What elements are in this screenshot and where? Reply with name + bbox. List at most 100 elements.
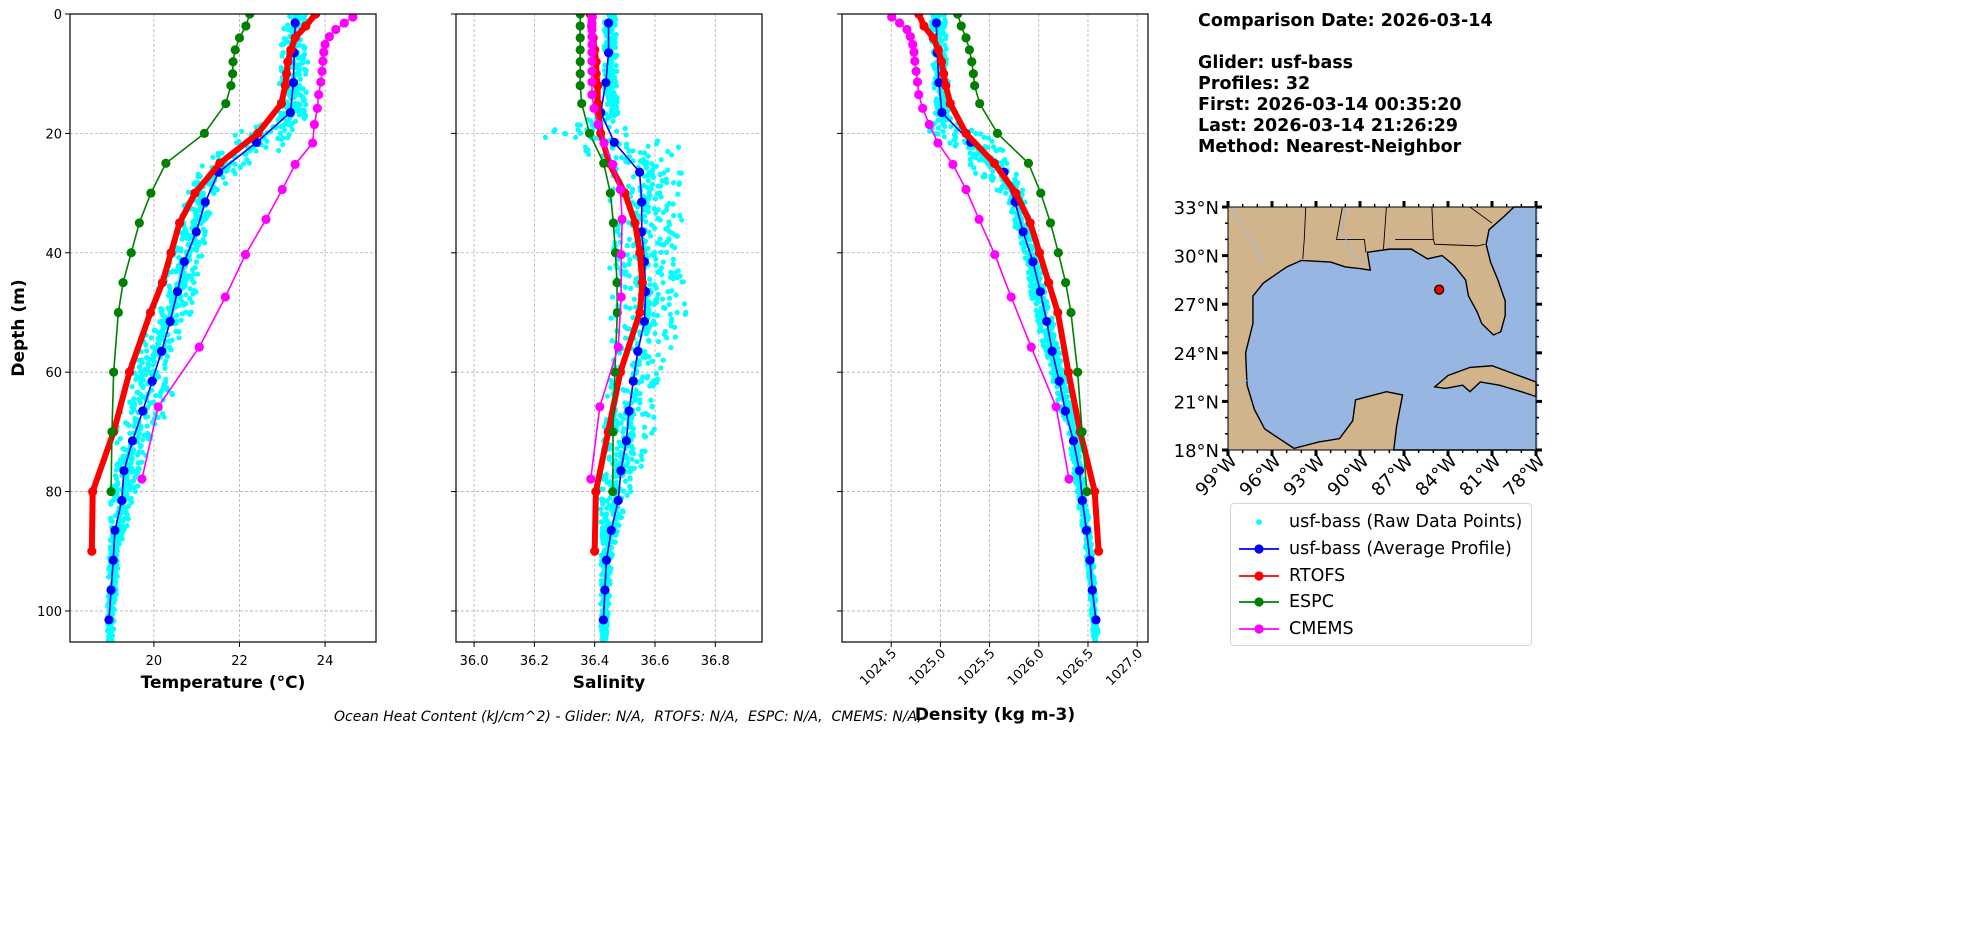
- salinity-series-point: [601, 78, 611, 88]
- map-lat-label: 21°N: [1174, 392, 1219, 413]
- density-raw-point: [993, 148, 999, 154]
- salinity-raw-point: [603, 511, 609, 517]
- salinity-series-point: [628, 376, 638, 386]
- salinity-raw-point: [639, 456, 645, 463]
- salinity-series-point: [587, 18, 597, 28]
- density-series-point: [975, 98, 985, 109]
- temperature-series-point: [146, 188, 156, 198]
- density-series-point: [1081, 525, 1092, 535]
- density-series-point: [1063, 367, 1074, 377]
- salinity-series-point: [610, 367, 620, 377]
- salinity-raw-point: [600, 563, 606, 569]
- salinity-raw-point: [660, 304, 667, 311]
- salinity-raw-point: [672, 334, 678, 340]
- temperature-series-point: [153, 402, 163, 412]
- temperature-raw-point: [169, 390, 175, 396]
- salinity-raw-point: [642, 238, 649, 244]
- salinity-series-point: [587, 89, 597, 100]
- salinity-raw-point: [638, 463, 644, 469]
- temperature-raw-point: [108, 501, 114, 507]
- salinity-series-point: [637, 278, 647, 288]
- temperature-raw-point: [147, 356, 153, 363]
- density-series-point: [953, 14, 963, 19]
- salinity-raw-point: [649, 358, 656, 364]
- salinity-raw-point: [612, 78, 619, 85]
- salinity-x-axis-label: Salinity: [573, 673, 646, 693]
- temperature-series-point: [199, 128, 209, 138]
- density-raw-point: [1012, 176, 1018, 182]
- salinity-raw-point: [664, 203, 670, 209]
- salinity-raw-point: [651, 301, 657, 307]
- temperature-raw-point: [300, 97, 307, 103]
- salinity-series-point: [587, 24, 597, 35]
- temperature-raw-point: [190, 291, 196, 297]
- temperature-series-point: [161, 158, 171, 168]
- density-series-point: [1025, 218, 1035, 228]
- temperature-raw-point: [179, 236, 185, 242]
- temperature-series-point: [283, 57, 293, 67]
- density-raw-point: [1004, 160, 1010, 167]
- map-lat-label: 24°N: [1174, 344, 1219, 365]
- temperature-raw-point: [157, 393, 163, 399]
- temperature-series-point: [317, 66, 327, 76]
- salinity-raw-point: [604, 393, 610, 399]
- salinity-raw-point: [633, 397, 639, 403]
- density-series-point: [964, 45, 975, 55]
- map-lon-label: 93°W: [1280, 451, 1330, 501]
- map-water: [1244, 206, 1537, 451]
- salinity-series-point: [586, 474, 596, 484]
- salinity-raw-point: [651, 414, 657, 420]
- density-series-point: [1066, 307, 1076, 318]
- temperature-raw-point: [137, 400, 144, 406]
- density-raw-point: [1092, 636, 1098, 642]
- map-lat-label: 18°N: [1174, 441, 1219, 462]
- salinity-raw-point: [676, 170, 683, 176]
- salinity-series-point: [608, 486, 618, 497]
- temperature-raw-point: [136, 364, 143, 370]
- density-raw-point: [1033, 301, 1039, 307]
- salinity-raw-point: [574, 122, 581, 128]
- salinity-raw-point: [614, 111, 620, 117]
- salinity-series-point: [593, 119, 603, 130]
- salinity-raw-point: [666, 295, 673, 301]
- salinity-x-tick-label: 36.6: [640, 654, 669, 669]
- salinity-series-point: [633, 346, 643, 356]
- density-raw-point: [1003, 190, 1009, 196]
- salinity-raw-point: [606, 456, 612, 462]
- density-raw-point: [980, 174, 986, 180]
- temperature-x-tick-label: 20: [146, 654, 163, 669]
- temperature-series-point: [290, 33, 300, 43]
- salinity-raw-point: [628, 488, 634, 494]
- salinity-raw-point: [630, 433, 637, 439]
- temperature-series-point: [88, 486, 98, 497]
- density-series-point: [961, 184, 971, 195]
- salinity-raw-point: [618, 443, 624, 449]
- density-raw-point: [968, 160, 974, 167]
- density-series-point: [931, 18, 941, 28]
- temperature-series-point: [118, 278, 128, 288]
- temperature-raw-point: [303, 89, 309, 95]
- salinity-raw-point: [661, 242, 667, 248]
- salinity-raw-point: [645, 143, 651, 149]
- glider-location-map: 33°N30°N27°N24°N21°N18°N99°W96°W93°W90°W…: [1174, 198, 1550, 501]
- temperature-raw-point: [143, 414, 149, 420]
- salinity-raw-point: [640, 157, 647, 163]
- salinity-raw-point: [646, 338, 652, 344]
- temperature-series-point: [288, 78, 299, 88]
- density-series-point: [974, 214, 984, 224]
- temperature-series-point: [215, 158, 225, 168]
- salinity-series-point: [639, 316, 650, 327]
- density-raw-point: [1054, 341, 1060, 347]
- salinity-raw-point: [675, 191, 681, 197]
- density-raw-point: [1021, 249, 1027, 255]
- legend-label: RTOFS: [1289, 565, 1346, 586]
- density-raw-point: [1000, 147, 1006, 153]
- temperature-raw-point: [187, 286, 193, 292]
- salinity-series-point: [591, 486, 601, 497]
- salinity-series-point: [635, 248, 645, 258]
- salinity-raw-point: [613, 63, 619, 69]
- last-time: Last: 2026-03-14 21:26:29: [1198, 116, 1458, 136]
- map-lon-label: 81°W: [1456, 451, 1506, 501]
- density-raw-point: [1066, 430, 1072, 436]
- salinity-raw-point: [649, 404, 655, 410]
